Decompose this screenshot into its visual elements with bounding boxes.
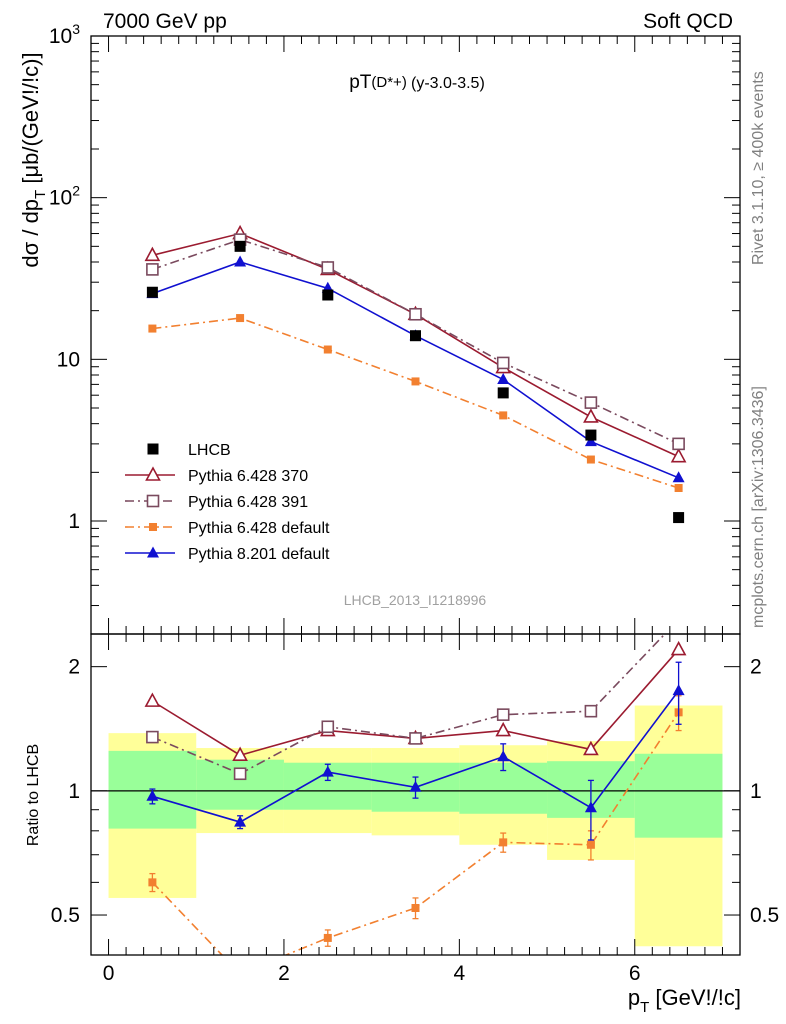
pythia-6-428-391-point	[673, 614, 684, 625]
pythia-6-428-370-point	[670, 447, 687, 463]
main-y-tick-label: 1	[68, 510, 80, 533]
main-plot-series	[144, 224, 687, 524]
pythia-6-428-default-point	[148, 878, 157, 887]
plot-axes	[90, 35, 741, 956]
main-y-tick-label: 10	[57, 348, 80, 371]
pythia-6-428-default-point	[499, 411, 508, 420]
lhcb-point	[410, 330, 421, 342]
lhcb-point	[673, 512, 685, 524]
legend-pythia-6-428-391-marker	[146, 494, 160, 508]
pythia-6-428-370-point	[232, 746, 248, 762]
ratio-y-tick-label-left: 1	[68, 780, 80, 803]
pythia-6-428-370-point	[144, 246, 161, 262]
ratio-y-tick-label-left: 0.5	[51, 904, 80, 927]
legend-pythia-6-428-370-label: Pythia 6.428 370	[188, 468, 308, 485]
x-tick-label: 4	[454, 962, 466, 985]
pythia-6-428-391-point	[321, 261, 335, 274]
pythia-6-428-default-point	[236, 970, 244, 978]
rivet-version-label: Rivet 3.1.10, ≥ 400k events	[750, 71, 767, 265]
lhcb-point	[322, 289, 334, 301]
pythia-6-428-default-point	[323, 345, 332, 354]
pythia-8-201-default-point	[672, 684, 685, 696]
lhcb-point	[146, 286, 158, 298]
legend-lhcb-label: LHCB	[188, 442, 231, 459]
x-axis-label: pT [GeV!/!c]	[628, 985, 741, 1016]
legend-pythia-8-201-default-marker	[147, 546, 159, 558]
pythia-6-428-391-point	[496, 708, 510, 721]
pythia-6-428-391-point	[584, 704, 598, 718]
pythia-6-428-default-point	[236, 314, 245, 323]
pythia-8-201-default-line	[152, 261, 679, 479]
pythia-6-428-370-point	[144, 692, 161, 707]
legend-pythia-6-428-370-marker	[145, 466, 161, 481]
pythia-6-428-391-point	[409, 732, 422, 745]
lhcb-point	[585, 429, 597, 441]
x-tick-label: 0	[103, 962, 115, 985]
analysis-id-label: LHCB_2013_I1218996	[344, 592, 487, 608]
pythia-6-428-391-line	[152, 238, 679, 445]
ratio-plot-frame	[90, 633, 741, 956]
ratio-y-tick-label-left: 2	[68, 656, 80, 679]
pythia-6-428-391-point	[233, 767, 247, 781]
pythia-6-428-default-point	[323, 933, 332, 942]
pythia-6-428-391-point	[672, 437, 685, 451]
pythia-6-428-default-line	[152, 317, 679, 489]
legend: LHCB Pythia 6.428 370 Pythia 6.428 391 Pyth…	[125, 442, 330, 563]
green-band-bin	[459, 762, 548, 814]
pythia-6-428-default-point	[148, 324, 157, 333]
pythia-6-428-391-point	[146, 263, 159, 276]
main-y-tick-label: 102	[49, 183, 80, 210]
pythia-6-428-default-point	[499, 838, 508, 847]
pythia-6-428-default-point	[411, 377, 420, 386]
pythia-6-428-370-point	[583, 408, 599, 423]
ratio-y-tick-label-right: 1	[750, 780, 762, 803]
pythia-8-201-default-point	[146, 789, 159, 801]
pythia-6-428-370-point	[670, 640, 687, 656]
header-energy-label: 7000 GeV pp	[103, 10, 227, 33]
legend-lhcb-marker	[147, 443, 159, 455]
pythia-6-428-370-point	[495, 721, 512, 737]
plot-title: pT(D*+) (y-3.0-3.5)	[349, 72, 485, 93]
pythia-6-428-default-point	[411, 903, 420, 912]
lhcb-point	[234, 240, 246, 252]
ratio-plot-series	[144, 614, 687, 978]
ratio-y-tick-label-right: 2	[750, 656, 762, 679]
pythia-6-428-391-point	[496, 356, 510, 370]
pythia-8-201-default-point	[409, 780, 422, 792]
main-y-axis-label: dσ / dpT [μb/(GeV!/!c)]	[18, 52, 49, 267]
lhcb-point	[497, 387, 509, 399]
legend-pythia-8-201-default-label: Pythia 8.201 default	[188, 546, 330, 563]
pythia-8-201-default-point	[672, 471, 685, 483]
pythia-6-428-default-point	[586, 840, 595, 849]
pythia-8-201-default-point	[497, 750, 510, 762]
pythia-6-428-default-point	[586, 455, 595, 464]
mcplots-reference-label: mcplots.cern.ch [arXiv:1306.3436]	[750, 386, 767, 628]
pythia-6-428-default-point	[674, 484, 683, 493]
pythia-8-201-default-point	[234, 255, 247, 267]
legend-pythia-6-428-391-label: Pythia 6.428 391	[188, 494, 308, 511]
ratio-y-tick-label-right: 0.5	[750, 904, 779, 927]
pythia-6-428-370-point	[583, 740, 599, 756]
ratio-y-axis-label: Ratio to LHCB	[25, 744, 42, 846]
main-y-tick-label: 103	[49, 21, 80, 48]
pythia-6-428-391-point	[584, 396, 598, 409]
legend-pythia-6-428-default-label: Pythia 6.428 default	[188, 520, 330, 537]
pythia-8-201-default-point	[584, 801, 597, 813]
legend-pythia-6-428-default-marker	[149, 523, 157, 531]
pythia-6-428-391-point	[146, 730, 159, 744]
header-process-label: Soft QCD	[643, 10, 733, 33]
green-band-bin	[634, 753, 723, 838]
pythia-8-201-default-point	[321, 765, 334, 777]
pythia-8-201-default-point	[497, 373, 510, 385]
green-band-bin	[196, 759, 284, 810]
x-tick-label: 6	[629, 962, 641, 985]
x-tick-label: 2	[278, 962, 290, 985]
pythia-6-428-391-point	[409, 307, 422, 321]
pythia-8-201-default-point	[234, 815, 247, 827]
pythia-6-428-391-point	[321, 720, 335, 734]
plot-labels: 1 10 102 103 0.5 0.5 1 1 2 2 0 2 4 6pT [GeV!/!c] dσ / …	[18, 21, 779, 1016]
pythia-6-428-370-line	[152, 232, 679, 458]
